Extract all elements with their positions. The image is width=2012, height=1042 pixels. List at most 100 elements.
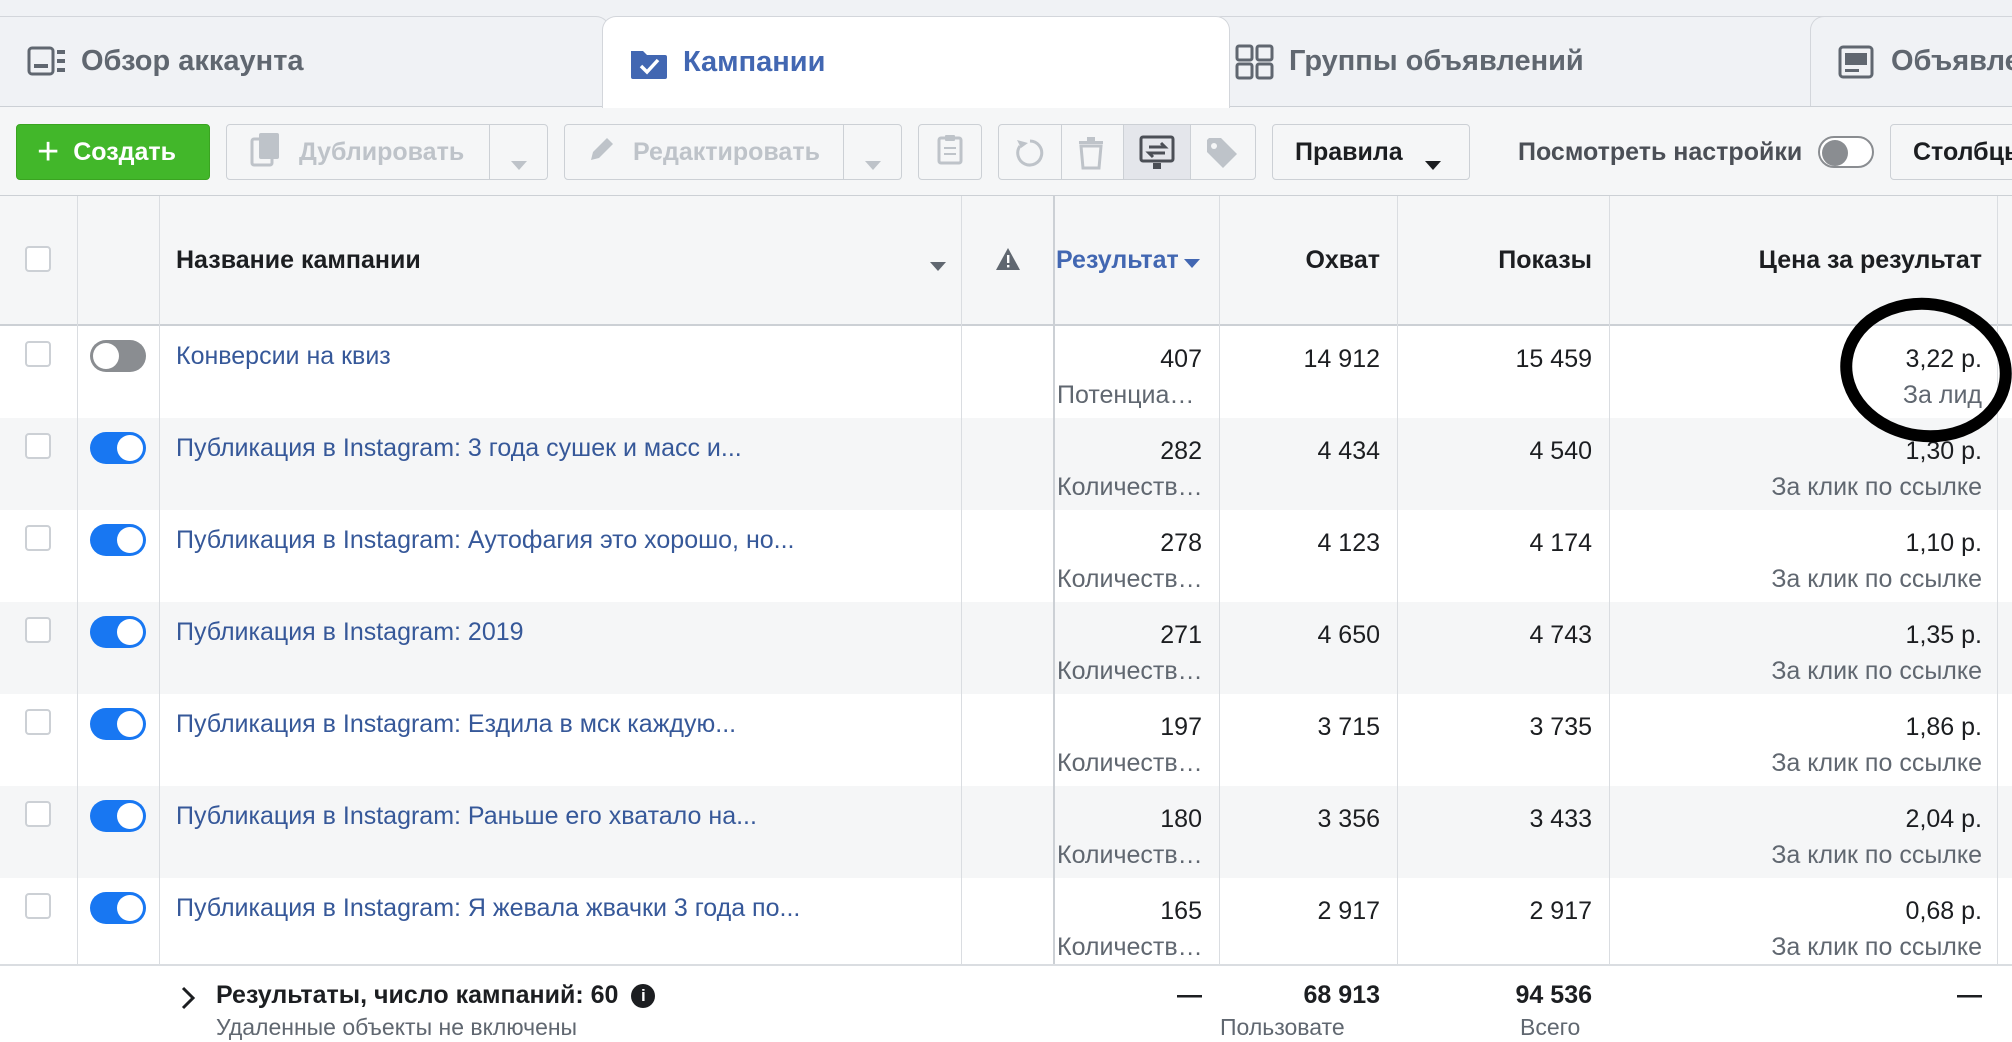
table-header: Название кампании Результат Охват Показы… — [0, 196, 2012, 326]
row-checkbox[interactable] — [25, 617, 51, 643]
chevron-down-icon[interactable] — [865, 148, 881, 177]
columns-dropdown[interactable]: Столбцы — [1890, 124, 2012, 180]
cost-value: 1,86 р. — [1905, 713, 1982, 741]
row-checkbox[interactable] — [25, 433, 51, 459]
info-icon[interactable]: i — [631, 984, 656, 1009]
table-footer: Результаты, число кампаний: 60 i Удаленн… — [0, 964, 2012, 1040]
campaign-toggle[interactable] — [90, 432, 146, 464]
campaign-toggle[interactable] — [90, 800, 146, 832]
duplicate-button[interactable]: Дублировать — [226, 124, 548, 180]
select-all-checkbox[interactable] — [25, 246, 51, 272]
column-header-reach[interactable]: Охват — [1305, 245, 1380, 274]
columns-label: Столбцы — [1913, 137, 2012, 166]
chevron-down-icon[interactable] — [511, 148, 527, 177]
cost-type: За клик по ссылке — [1771, 473, 1982, 501]
ad-icon — [1837, 44, 1877, 80]
campaign-name-link[interactable]: Конверсии на квиз — [176, 342, 391, 370]
cost-type: За лид — [1902, 381, 1982, 409]
results-value: 407 — [1160, 345, 1202, 373]
cost-value: 3,22 р. — [1905, 345, 1982, 373]
campaign-toggle[interactable] — [90, 524, 146, 556]
impressions-value: 4 174 — [1529, 529, 1592, 557]
cost-type: За клик по ссылке — [1771, 657, 1982, 685]
results-value: 180 — [1160, 805, 1202, 833]
trash-icon[interactable] — [1075, 136, 1107, 177]
table-row[interactable]: Публикация в Instagram: Аутофагия это хо… — [0, 510, 2012, 602]
cost-value: 1,30 р. — [1905, 437, 1982, 465]
table-row[interactable]: Публикация в Instagram: 3 года сушек и м… — [0, 418, 2012, 510]
column-header-name[interactable]: Название кампании — [176, 245, 421, 274]
campaign-toggle[interactable] — [90, 708, 146, 740]
edit-button[interactable]: Редактировать — [564, 124, 902, 180]
campaign-toggle[interactable] — [90, 616, 146, 648]
row-checkbox[interactable] — [25, 525, 51, 551]
cost-type: За клик по ссылке — [1771, 565, 1982, 593]
tab-label: Объявле — [1891, 45, 2012, 77]
reach-value: 3 715 — [1317, 713, 1380, 741]
tab-bar: Обзор аккаунта Кампании Группы объявлени… — [0, 0, 2012, 108]
cost-type: За клик по ссылке — [1771, 933, 1982, 961]
campaign-toggle[interactable] — [90, 892, 146, 924]
footer-results: — — [1177, 981, 1202, 1009]
tab-campaigns[interactable]: Кампании — [602, 16, 1230, 108]
table-row[interactable]: Публикация в Instagram: Ездила в мск каж… — [0, 694, 2012, 786]
tab-account-overview[interactable]: Обзор аккаунта — [0, 16, 610, 106]
campaign-folder-icon — [629, 45, 669, 81]
sort-caret-icon[interactable] — [930, 258, 946, 276]
cost-value: 1,10 р. — [1905, 529, 1982, 557]
clipboard-icon — [937, 133, 963, 172]
reach-value: 4 650 — [1317, 621, 1380, 649]
ab-test-icon[interactable] — [1139, 135, 1175, 178]
column-header-results[interactable]: Результат — [1056, 196, 1200, 324]
cost-type: За клик по ссылке — [1771, 841, 1982, 869]
results-type: Количеств… — [1057, 933, 1203, 961]
tag-icon[interactable] — [1205, 136, 1239, 177]
column-header-cost[interactable]: Цена за результат — [1758, 245, 1982, 274]
tab-ad-sets[interactable]: Группы объявлений — [1208, 16, 1848, 106]
cost-value: 2,04 р. — [1905, 805, 1982, 833]
reach-value: 14 912 — [1303, 345, 1380, 373]
table-row[interactable]: Публикация в Instagram: 2019 271 Количеств… — [0, 602, 2012, 694]
reach-value: 4 123 — [1317, 529, 1380, 557]
plus-icon: + — [37, 131, 60, 173]
results-value: 282 — [1160, 437, 1202, 465]
create-button[interactable]: + Создать — [16, 124, 210, 180]
row-checkbox[interactable] — [25, 709, 51, 735]
highlight-circle — [1840, 297, 2012, 443]
view-settings-toggle[interactable] — [1818, 136, 1874, 168]
campaign-name-link[interactable]: Публикация в Instagram: 2019 — [176, 618, 524, 646]
campaign-name-link[interactable]: Публикация в Instagram: Ездила в мск каж… — [176, 710, 737, 738]
table-row[interactable]: Публикация в Instagram: Я жевала жвачки … — [0, 878, 2012, 970]
table-row[interactable]: Конверсии на квиз 407 Потенциа… 14 912 15 45… — [0, 326, 2012, 418]
rules-label: Правила — [1295, 137, 1403, 166]
impressions-value: 3 735 — [1529, 713, 1592, 741]
row-checkbox[interactable] — [25, 801, 51, 827]
tab-ads[interactable]: Объявле — [1810, 16, 2012, 106]
copy-icon — [249, 131, 283, 174]
reach-value: 2 917 — [1317, 897, 1380, 925]
clipboard-button[interactable] — [918, 124, 982, 180]
impressions-value: 4 540 — [1529, 437, 1592, 465]
cost-type: За клик по ссылке — [1771, 749, 1982, 777]
chevron-right-icon[interactable] — [180, 986, 196, 1015]
campaign-name-link[interactable]: Публикация в Instagram: Аутофагия это хо… — [176, 526, 795, 554]
footer-reach: 68 913 — [1303, 981, 1380, 1009]
column-header-impressions[interactable]: Показы — [1498, 245, 1592, 274]
caret-down-icon — [1425, 148, 1441, 177]
campaign-name-link[interactable]: Публикация в Instagram: Я жевала жвачки … — [176, 894, 801, 922]
campaign-toggle[interactable] — [90, 340, 146, 372]
results-type: Количеств… — [1057, 749, 1203, 777]
row-checkbox[interactable] — [25, 893, 51, 919]
tab-label: Кампании — [683, 46, 826, 78]
tab-label: Группы объявлений — [1289, 45, 1584, 77]
reach-value: 3 356 — [1317, 805, 1380, 833]
footer-cost: — — [1957, 981, 1982, 1009]
cost-value: 1,35 р. — [1905, 621, 1982, 649]
sort-desc-icon — [1184, 246, 1200, 275]
table-row[interactable]: Публикация в Instagram: Раньше его хвата… — [0, 786, 2012, 878]
campaign-name-link[interactable]: Публикация в Instagram: 3 года сушек и м… — [176, 434, 742, 462]
row-checkbox[interactable] — [25, 341, 51, 367]
undo-icon[interactable] — [1013, 136, 1047, 177]
rules-dropdown[interactable]: Правила — [1272, 124, 1470, 180]
campaign-name-link[interactable]: Публикация в Instagram: Раньше его хвата… — [176, 802, 757, 830]
